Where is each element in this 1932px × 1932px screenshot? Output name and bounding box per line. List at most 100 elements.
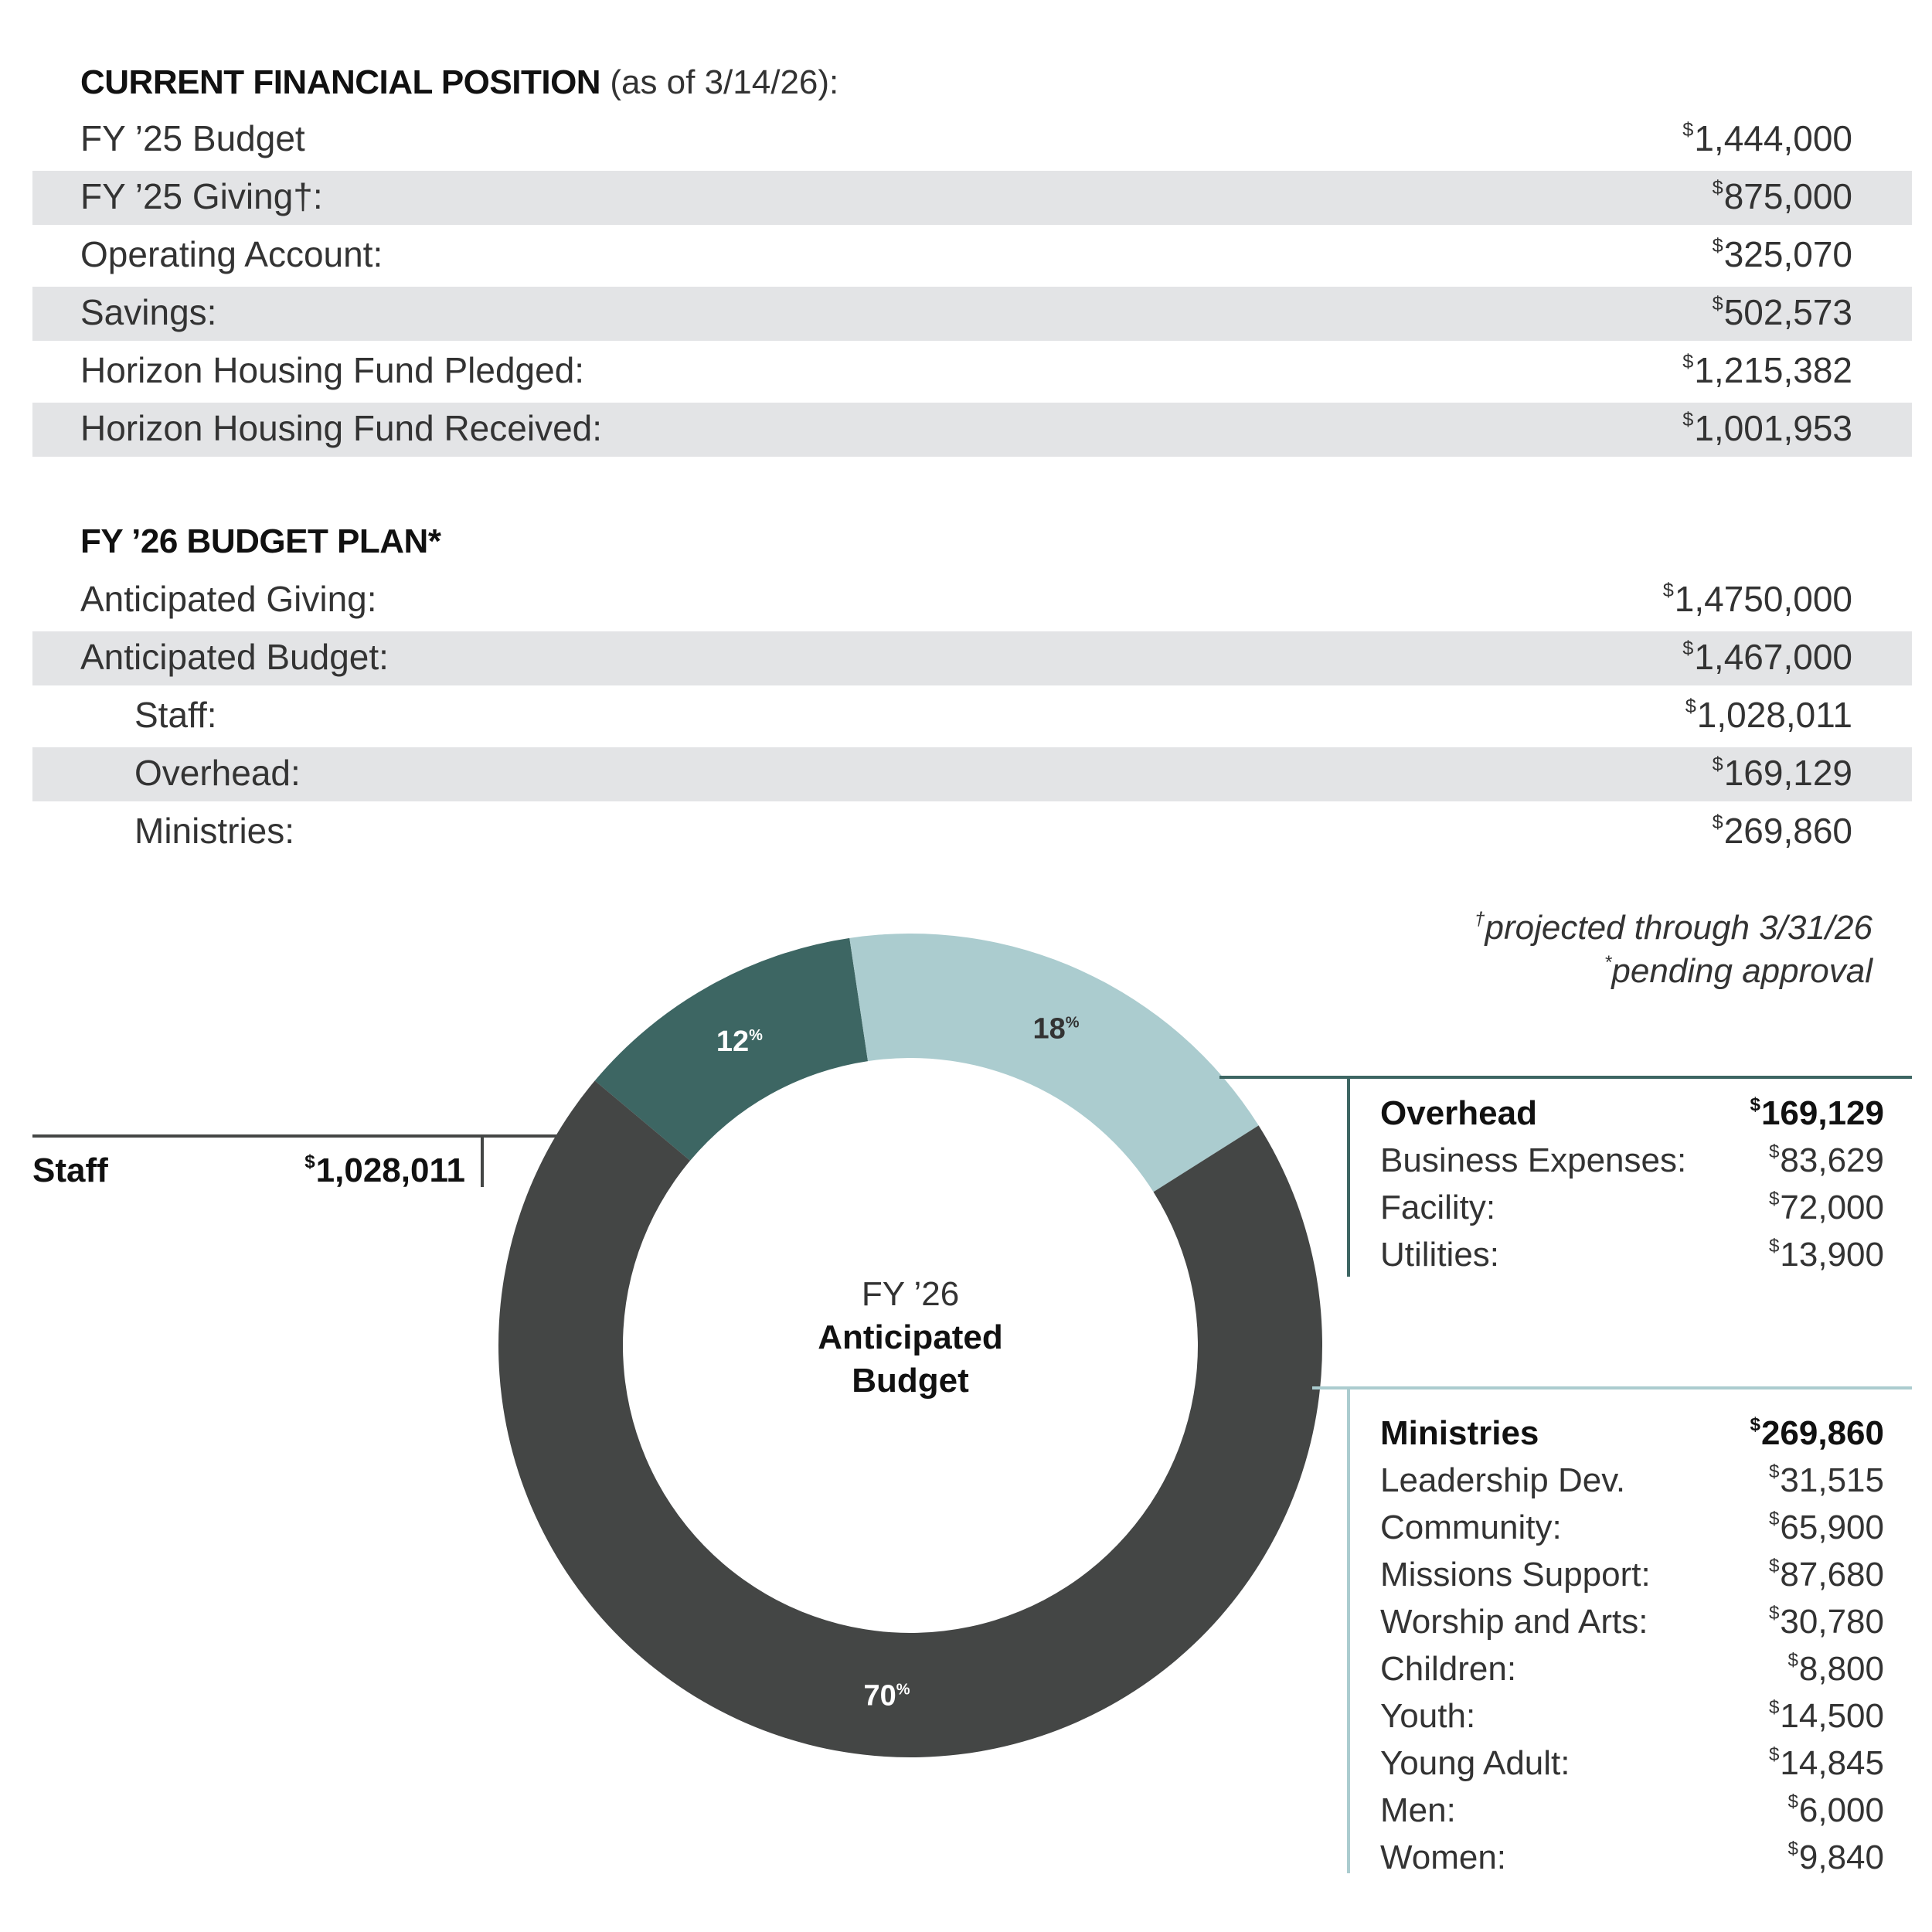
budget-plan-row-label: Anticipated Budget:	[80, 637, 389, 677]
currency-symbol: $	[1712, 177, 1723, 199]
budget-plan-row-label: Anticipated Giving:	[80, 579, 377, 619]
current-position-row-value: $875,000	[1712, 176, 1852, 216]
overhead-item-label: Business Expenses:	[1380, 1141, 1687, 1179]
currency-symbol: $	[1768, 1141, 1780, 1162]
currency-symbol: $	[1768, 1556, 1780, 1577]
currency-symbol: $	[1787, 1650, 1798, 1671]
overhead-item-label: Facility:	[1380, 1189, 1496, 1226]
current-position-row-value: $1,001,953	[1682, 408, 1852, 448]
current-position-title-bold: CURRENT FINANCIAL POSITION	[80, 63, 601, 101]
staff-leader-line-v	[481, 1134, 484, 1187]
overhead-leader-line-v	[1347, 1076, 1350, 1277]
currency-symbol: $	[1768, 1461, 1780, 1482]
ministries-item-label: Community:	[1380, 1509, 1562, 1546]
currency-symbol: $	[1682, 638, 1694, 660]
ministries-item-label: Women:	[1380, 1838, 1507, 1876]
footnote-star: *pending approval	[1604, 952, 1872, 991]
currency-symbol: $	[1787, 1838, 1798, 1859]
budget-plan-row: Anticipated Budget: $1,467,000	[32, 631, 1912, 685]
ministries-item-label: Men:	[1380, 1791, 1456, 1829]
budget-plan-row-value: $1,467,000	[1682, 637, 1852, 677]
ministries-panel-item: Men: $6,000	[1380, 1791, 1884, 1838]
ministries-leader-line-v	[1347, 1386, 1350, 1873]
overhead-item-value: $83,629	[1768, 1141, 1884, 1180]
currency-symbol: $	[1682, 351, 1694, 373]
overhead-leader-line-h	[1219, 1076, 1912, 1079]
ministries-item-value: $31,515	[1768, 1461, 1884, 1500]
staff-callout-title: Staff	[32, 1151, 108, 1189]
staff-leader-line-h	[32, 1134, 566, 1138]
budget-plan-row-label: Ministries:	[134, 811, 295, 851]
ministries-panel-header: Ministries $269,860	[1380, 1414, 1884, 1461]
budget-plan-row-value: $269,860	[1712, 811, 1852, 851]
ministries-panel-item: Children: $8,800	[1380, 1650, 1884, 1696]
ministries-item-value: $6,000	[1787, 1791, 1884, 1830]
current-position-row: Horizon Housing Fund Pledged: $1,215,382	[32, 345, 1912, 399]
current-position-row-value: $325,070	[1712, 234, 1852, 274]
current-position-row-label: FY ’25 Giving†:	[80, 176, 323, 216]
ministries-panel-item: Youth: $14,500	[1380, 1697, 1884, 1743]
overhead-panel-item: Utilities: $13,900	[1380, 1236, 1884, 1282]
ministries-item-value: $8,800	[1787, 1650, 1884, 1689]
currency-symbol: $	[1682, 119, 1694, 141]
star-mark: *	[1604, 952, 1612, 973]
ministries-item-value: $14,500	[1768, 1697, 1884, 1736]
ministries-panel-item: Leadership Dev. $31,515	[1380, 1461, 1884, 1508]
current-position-row-label: Horizon Housing Fund Pledged:	[80, 350, 585, 390]
ministries-item-label: Leadership Dev.	[1380, 1461, 1626, 1499]
budget-plan-row-value: $1,4750,000	[1662, 579, 1852, 619]
current-position-row-label: Operating Account:	[80, 234, 383, 274]
ministries-item-label: Worship and Arts:	[1380, 1603, 1648, 1641]
center-label-anticipated: Anticipated	[818, 1318, 1003, 1356]
budget-plan-title: FY ’26 BUDGET PLAN*	[80, 522, 441, 561]
ministries-panel-item: Young Adult: $14,845	[1380, 1744, 1884, 1791]
current-position-row: Horizon Housing Fund Received: $1,001,953	[32, 403, 1912, 457]
ministries-item-label: Children:	[1380, 1650, 1517, 1688]
currency-symbol: $	[1662, 580, 1674, 602]
ministries-panel-title: Ministries	[1380, 1414, 1539, 1452]
overhead-slice	[594, 937, 869, 1161]
currency-symbol: $	[304, 1151, 315, 1172]
budget-plan-row-value: $169,129	[1712, 753, 1852, 793]
current-position-row-label: FY ’25 Budget	[80, 118, 305, 158]
current-position-row: FY ’25 Budget $1,444,000	[32, 113, 1912, 167]
ministries-item-label: Missions Support:	[1380, 1556, 1651, 1594]
ministries-leader-line-h	[1312, 1386, 1912, 1389]
ministries-slice	[849, 934, 1259, 1192]
current-position-row: FY ’25 Giving†: $875,000	[32, 171, 1912, 225]
overhead-panel-item: Business Expenses: $83,629	[1380, 1141, 1884, 1188]
current-position-row-label: Savings:	[80, 292, 217, 332]
dagger-note-text: projected through 3/31/26	[1485, 909, 1873, 947]
currency-symbol: $	[1750, 1414, 1760, 1435]
staff-callout-total: $1,028,011	[304, 1151, 465, 1190]
ministries-item-value: $14,845	[1768, 1744, 1884, 1783]
current-position-title-date: (as of 3/14/26):	[600, 63, 839, 101]
overhead-item-value: $72,000	[1768, 1189, 1884, 1227]
overhead-item-label: Utilities:	[1380, 1236, 1500, 1274]
currency-symbol: $	[1712, 753, 1723, 776]
dagger-mark: †	[1475, 909, 1485, 930]
current-position-row: Savings: $502,573	[32, 287, 1912, 341]
current-position-row: Operating Account: $325,070	[32, 229, 1912, 283]
overhead-panel-title: Overhead	[1380, 1094, 1537, 1132]
staff-slice	[498, 1080, 1322, 1757]
budget-plan-row-label: Overhead:	[134, 753, 301, 793]
currency-symbol: $	[1682, 409, 1694, 431]
current-position-row-value: $1,444,000	[1682, 118, 1852, 158]
center-label-year: FY ’26	[862, 1275, 959, 1313]
overhead-panel-item: Facility: $72,000	[1380, 1189, 1884, 1235]
currency-symbol: $	[1787, 1791, 1798, 1812]
budget-plan-row-value: $1,028,011	[1685, 695, 1852, 735]
current-position-row-label: Horizon Housing Fund Received:	[80, 408, 603, 448]
ministries-item-label: Youth:	[1380, 1697, 1476, 1735]
currency-symbol: $	[1768, 1603, 1780, 1624]
ministries-item-value: $65,900	[1768, 1509, 1884, 1547]
currency-symbol: $	[1768, 1236, 1780, 1257]
currency-symbol: $	[1712, 293, 1723, 315]
ministries-panel-item: Missions Support: $87,680	[1380, 1556, 1884, 1602]
ministries-item-value: $87,680	[1768, 1556, 1884, 1594]
overhead-panel-total: $169,129	[1750, 1094, 1884, 1133]
ministries-panel-item: Women: $9,840	[1380, 1838, 1884, 1885]
currency-symbol: $	[1768, 1744, 1780, 1765]
